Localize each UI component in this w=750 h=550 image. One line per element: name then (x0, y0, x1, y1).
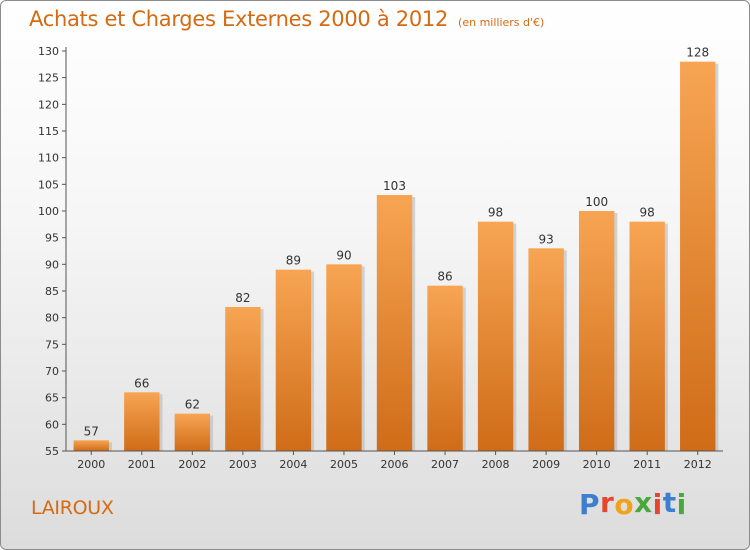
bar-2010 (578, 211, 615, 451)
y-tick-label-100: 100 (38, 205, 59, 218)
bar-2006 (376, 195, 413, 451)
logo-letter: r (600, 486, 615, 519)
bar-2000 (73, 440, 109, 451)
y-tick-label-90: 90 (45, 258, 59, 271)
x-tick-label-2008: 2008 (482, 458, 510, 471)
logo-letter: i (652, 488, 663, 521)
y-tick-label-70: 70 (45, 365, 59, 378)
value-label-2004: 89 (286, 254, 301, 268)
y-tick-label-65: 65 (45, 392, 59, 405)
y-tick-label-85: 85 (45, 285, 59, 298)
bar-2007 (427, 285, 463, 451)
value-label-2000: 57 (84, 424, 99, 438)
y-tick-label-120: 120 (38, 98, 59, 111)
x-tick-label-2006: 2006 (381, 458, 409, 471)
x-tick-label-2010: 2010 (583, 458, 611, 471)
logo-letter: P (579, 488, 601, 521)
chart-subtitle: (en milliers d'€) (458, 16, 545, 29)
y-tick-label-115: 115 (38, 125, 59, 138)
y-tick-label-105: 105 (38, 178, 59, 191)
value-label-2005: 90 (336, 248, 351, 262)
y-tick-label-80: 80 (45, 312, 59, 325)
value-label-2007: 86 (437, 270, 452, 284)
y-tick-label-95: 95 (45, 232, 59, 245)
bars-group: 57 66 62 82 89 90 103 86 98 93 100 98 128 (73, 46, 719, 452)
x-tick-label-2000: 2000 (77, 458, 105, 471)
x-tick-label-2009: 2009 (532, 458, 560, 471)
logo-letter: t (662, 486, 677, 519)
value-label-2003: 82 (235, 291, 250, 305)
x-tick-label-2004: 2004 (279, 458, 307, 471)
bar-2002 (174, 413, 211, 451)
value-label-2001: 66 (134, 376, 149, 390)
x-tick-label-2005: 2005 (330, 458, 358, 471)
value-label-2010: 100 (585, 195, 608, 209)
y-tick-label-110: 110 (38, 152, 59, 165)
value-label-2011: 98 (640, 206, 655, 220)
proxiti-logo: Proxiti (579, 486, 687, 521)
axes-group: 2000 2001 2002 2003 2004 2005 2006 2007 2008 2009… (38, 45, 723, 471)
y-tick-label-55: 55 (45, 445, 59, 458)
bar-2001 (124, 392, 160, 451)
bar-2003 (225, 307, 261, 451)
value-label-2012: 128 (686, 46, 709, 60)
value-label-2008: 98 (488, 206, 503, 220)
logo-letter: i (676, 488, 687, 521)
bar-2008 (477, 221, 514, 451)
bar-2004 (275, 269, 312, 451)
bar-2011 (629, 221, 665, 451)
x-tick-label-2003: 2003 (229, 458, 257, 471)
value-label-2006: 103 (383, 179, 406, 193)
y-tick-label-60: 60 (45, 418, 59, 431)
chart-title: Achats et Charges Externes 2000 à 2012 (e… (29, 7, 544, 31)
logo-letter: o (614, 488, 635, 521)
y-tick-label-75: 75 (45, 338, 59, 351)
chart-title-text: Achats et Charges Externes 2000 à 2012 (29, 7, 449, 31)
bar-2005 (326, 264, 362, 451)
x-tick-label-2012: 2012 (684, 458, 712, 471)
bar-2009 (528, 248, 564, 451)
x-tick-label-2011: 2011 (633, 458, 661, 471)
x-tick-label-2001: 2001 (128, 458, 156, 471)
bar-2012 (680, 61, 716, 452)
value-label-2009: 93 (538, 232, 553, 246)
commune-name: LAIROUX (31, 497, 114, 519)
logo-letter: x (634, 486, 653, 519)
value-label-2002: 62 (185, 398, 200, 412)
y-tick-label-125: 125 (38, 72, 59, 85)
x-tick-label-2002: 2002 (178, 458, 206, 471)
y-tick-label-130: 130 (38, 45, 59, 58)
x-tick-label-2007: 2007 (431, 458, 459, 471)
